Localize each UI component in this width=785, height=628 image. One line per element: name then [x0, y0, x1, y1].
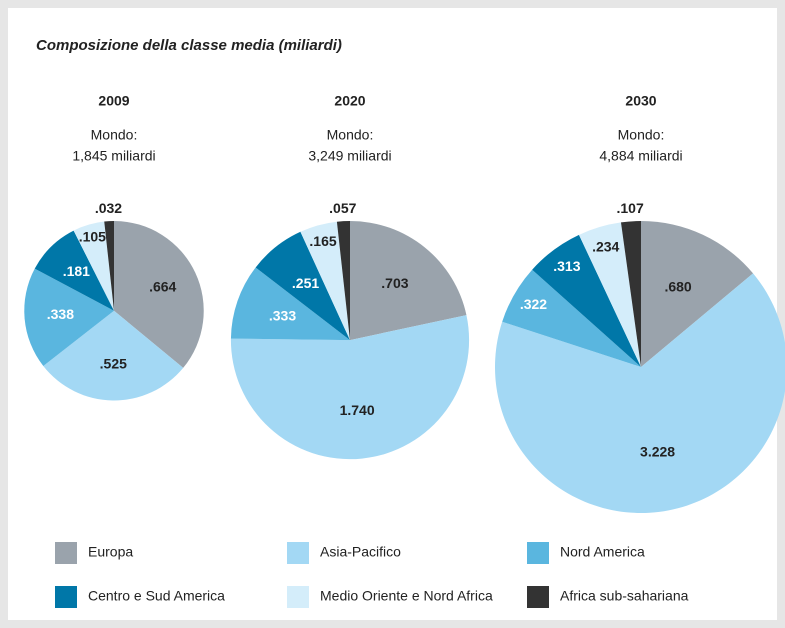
data-label: .107 — [617, 200, 644, 216]
pie-title: 2020 — [334, 93, 365, 109]
pie-slice — [502, 269, 641, 367]
legend-swatch — [55, 586, 77, 608]
pie-slice — [336, 221, 350, 341]
pie-slice — [104, 221, 114, 311]
legend-label: Centro e Sud America — [88, 588, 225, 604]
data-label: .057 — [329, 200, 356, 216]
data-label: .322 — [520, 296, 547, 312]
data-label: 3.228 — [640, 444, 675, 460]
pie-subtitle: 3,249 miliardi — [308, 148, 391, 164]
pie-subtitle: Mondo: — [327, 127, 374, 143]
data-label: .525 — [100, 355, 127, 371]
pie-slice — [230, 267, 350, 341]
pie-slice — [495, 273, 785, 513]
pie-slice — [532, 234, 641, 367]
pie-slice — [255, 231, 350, 341]
legend-label: Medio Oriente e Nord Africa — [320, 588, 493, 604]
data-label: .333 — [269, 307, 296, 323]
pie-slice — [230, 315, 470, 460]
pie-slice — [43, 310, 184, 401]
legend-swatch — [527, 586, 549, 608]
pie-slice — [34, 230, 114, 311]
data-label: .313 — [553, 258, 580, 274]
pie-slice — [114, 221, 204, 368]
legend-label: Europa — [88, 544, 133, 560]
pie-subtitle: Mondo: — [91, 127, 138, 143]
data-label: .234 — [592, 239, 619, 255]
data-label: .105 — [79, 228, 106, 244]
legend-swatch — [287, 542, 309, 564]
pie-title: 2009 — [98, 93, 129, 109]
legend-label: Asia-Pacifico — [320, 544, 401, 560]
data-label: .251 — [292, 275, 319, 291]
data-label: .181 — [63, 263, 90, 279]
pie-slice — [350, 221, 467, 341]
legend-label: Nord America — [560, 544, 645, 560]
data-label: .032 — [95, 200, 122, 216]
legend-swatch — [527, 542, 549, 564]
pie-slice — [300, 221, 350, 341]
legend-swatch — [55, 542, 77, 564]
legend-swatch — [287, 586, 309, 608]
pie-slice — [73, 221, 114, 311]
legend-label: Africa sub-sahariana — [560, 588, 689, 604]
pie-subtitle: 4,884 miliardi — [599, 148, 682, 164]
data-label: .165 — [309, 233, 336, 249]
chart-title: Composizione della classe media (miliard… — [36, 37, 342, 54]
pie-slice — [24, 268, 115, 366]
data-label: .338 — [47, 306, 74, 322]
data-label: .703 — [381, 275, 408, 291]
data-label: .664 — [149, 278, 176, 294]
pie-slice — [578, 222, 641, 367]
pie-subtitle: 1,845 miliardi — [72, 148, 155, 164]
pie-title: 2030 — [625, 93, 656, 109]
pie-slice — [620, 221, 641, 367]
pie-subtitle: Mondo: — [618, 127, 665, 143]
pie-slice — [641, 221, 754, 367]
data-label: 1.740 — [340, 402, 375, 418]
data-label: .680 — [664, 278, 691, 294]
